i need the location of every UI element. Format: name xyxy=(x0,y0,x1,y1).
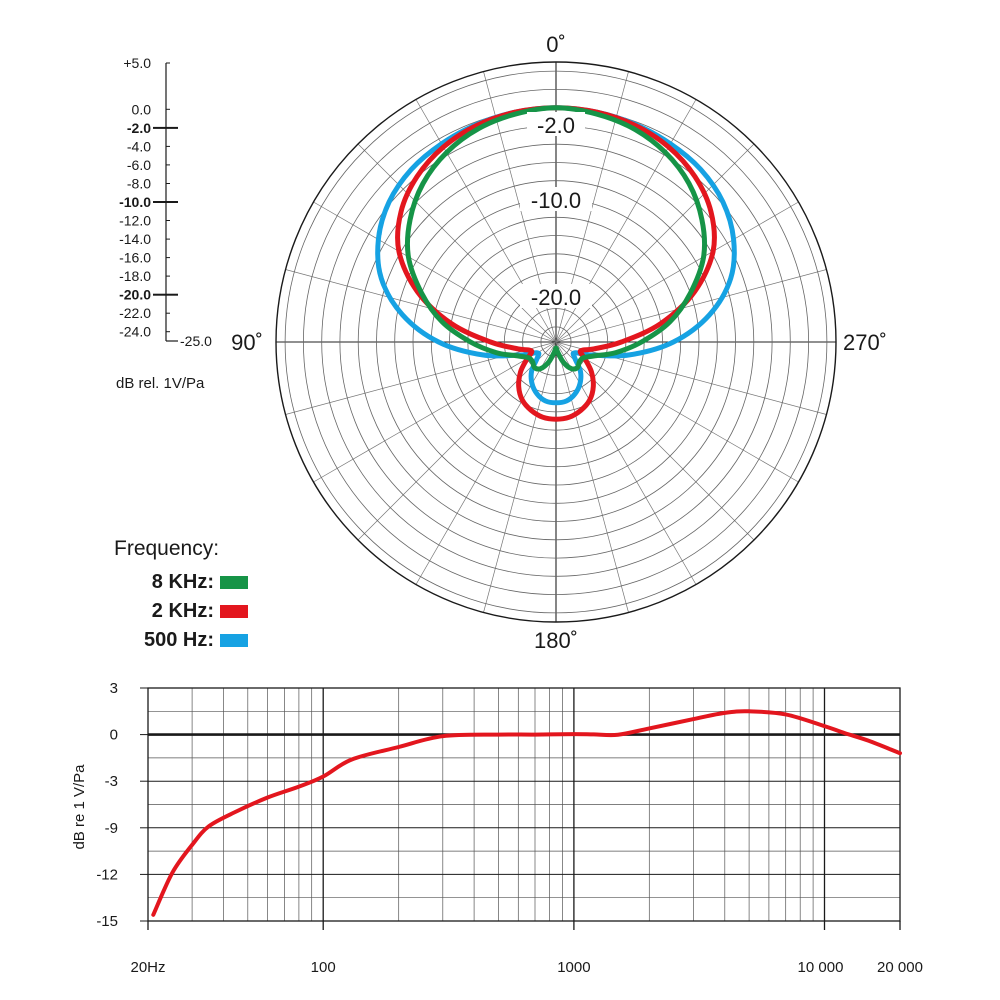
angle-label-180: 180˚ xyxy=(534,628,578,653)
ring-label-bg xyxy=(527,112,585,136)
freq-ylabel: dB re 1 V/Pa xyxy=(71,764,88,850)
polar-series-2-khz xyxy=(395,105,717,422)
db-scale-tick-label: -22.0 xyxy=(119,305,151,321)
db-scale-tick-label: -6.0 xyxy=(127,157,151,173)
polar-spoke xyxy=(285,269,557,343)
freq-y-tick-label: -15 xyxy=(96,913,118,930)
polar-spoke xyxy=(555,341,799,483)
legend: Frequency: 8 KHz: 2 KHz: 500 Hz: xyxy=(114,537,248,651)
polar-ring xyxy=(540,326,572,358)
freq-y-tick-label: -9 xyxy=(105,820,118,837)
polar-spoke xyxy=(357,143,557,343)
freq-x-tick-label: 20Hz xyxy=(130,959,165,976)
freq-grid xyxy=(147,687,901,922)
polar-spoke xyxy=(555,341,629,613)
freq-y-tick-label: -3 xyxy=(105,773,118,790)
ring-label-bg xyxy=(520,187,592,211)
db-scale-tick-label: -20.0 xyxy=(119,287,151,303)
db-scale-tick-label: +5.0 xyxy=(123,55,151,71)
freq-x-tick-label: 1000 xyxy=(557,959,590,976)
db-scale-tick-label: -2.0 xyxy=(127,120,151,136)
db-scale-tick-label: -24.0 xyxy=(119,324,151,340)
polar-grid xyxy=(275,61,837,623)
freq-ticks: 3 0 -3 -9 -12 -15 20Hz 100 1000 10 000 20 000 xyxy=(96,680,923,976)
polar-ring xyxy=(284,70,828,614)
db-scale-tick-label: -14.0 xyxy=(119,231,151,247)
polar-chart: 0˚ 90˚ 270˚ 180˚ -2.0 -10.0 -20.0 dB rel… xyxy=(114,32,887,653)
ring-label-20: -20.0 xyxy=(531,285,581,310)
legend-title: Frequency: xyxy=(114,537,219,560)
db-scale-tick-label: 0.0 xyxy=(132,101,152,117)
db-scale-tick-label: -25.0 xyxy=(180,333,212,349)
legend-label-500hz: 500 Hz: xyxy=(144,629,214,651)
polar-series xyxy=(375,105,737,422)
ring-label-bg xyxy=(520,284,592,308)
polar-ring xyxy=(522,308,590,376)
ring-label-10: -10.0 xyxy=(531,188,581,213)
frequency-chart: 3 0 -3 -9 -12 -15 20Hz 100 1000 10 000 20 000 dB r… xyxy=(71,680,923,976)
polar-spoke xyxy=(313,341,557,483)
freq-series-line xyxy=(151,709,902,917)
ring-label-2: -2.0 xyxy=(537,113,575,138)
ring-label-group: -2.0 -10.0 -20.0 xyxy=(520,112,592,310)
freq-y-tick-label: 3 xyxy=(110,680,118,697)
freq-frame xyxy=(147,687,901,922)
polar-ring xyxy=(430,216,682,468)
legend-label-2khz: 2 KHz: xyxy=(152,600,214,622)
db-scale-tick-label: -16.0 xyxy=(119,250,151,266)
legend-swatch-8khz xyxy=(220,576,248,589)
polar-ring xyxy=(394,180,718,504)
polar-series-500-hz xyxy=(375,105,737,406)
polar-outer-ring xyxy=(275,61,837,623)
legend-swatch-500hz xyxy=(220,634,248,647)
polar-spoke xyxy=(483,341,557,613)
legend-swatch-2khz xyxy=(220,605,248,618)
polar-ring xyxy=(449,235,663,449)
polar-spoke xyxy=(313,201,557,343)
db-scale-tick-label: -8.0 xyxy=(127,176,151,192)
db-scale-tick-label: -18.0 xyxy=(119,268,151,284)
angle-label-270: 270˚ xyxy=(843,330,887,355)
freq-series xyxy=(151,709,902,917)
db-scale-tick-label: -10.0 xyxy=(119,194,151,210)
db-scale-unit: dB rel. 1V/Pa xyxy=(116,375,205,392)
polar-spoke xyxy=(555,201,799,343)
db-scale-tick-label: -4.0 xyxy=(127,138,151,154)
angle-label-0: 0˚ xyxy=(546,32,566,57)
polar-spoke xyxy=(555,269,827,343)
db-scale-tick-label: -12.0 xyxy=(119,213,151,229)
polar-ring xyxy=(357,143,755,541)
polar-spoke xyxy=(555,143,755,343)
polar-series-8-khz xyxy=(404,105,708,372)
freq-y-tick-label: 0 xyxy=(110,727,118,744)
polar-spoke xyxy=(555,341,755,541)
legend-label-8khz: 8 KHz: xyxy=(152,571,214,593)
freq-y-tick-label: -12 xyxy=(96,866,118,883)
polar-ring xyxy=(376,162,736,522)
angle-label-90: 90˚ xyxy=(231,330,263,355)
freq-x-tick-label: 20 000 xyxy=(877,959,923,976)
polar-ring xyxy=(302,88,810,596)
db-scale: dB rel. 1V/Pa +5.0 0.0 -2.0 -4.0 -6.0 -8.0 -10… xyxy=(116,55,212,392)
freq-x-tick-label: 100 xyxy=(311,959,336,976)
freq-x-tick-label: 10 000 xyxy=(798,959,844,976)
polar-spoke xyxy=(357,341,557,541)
